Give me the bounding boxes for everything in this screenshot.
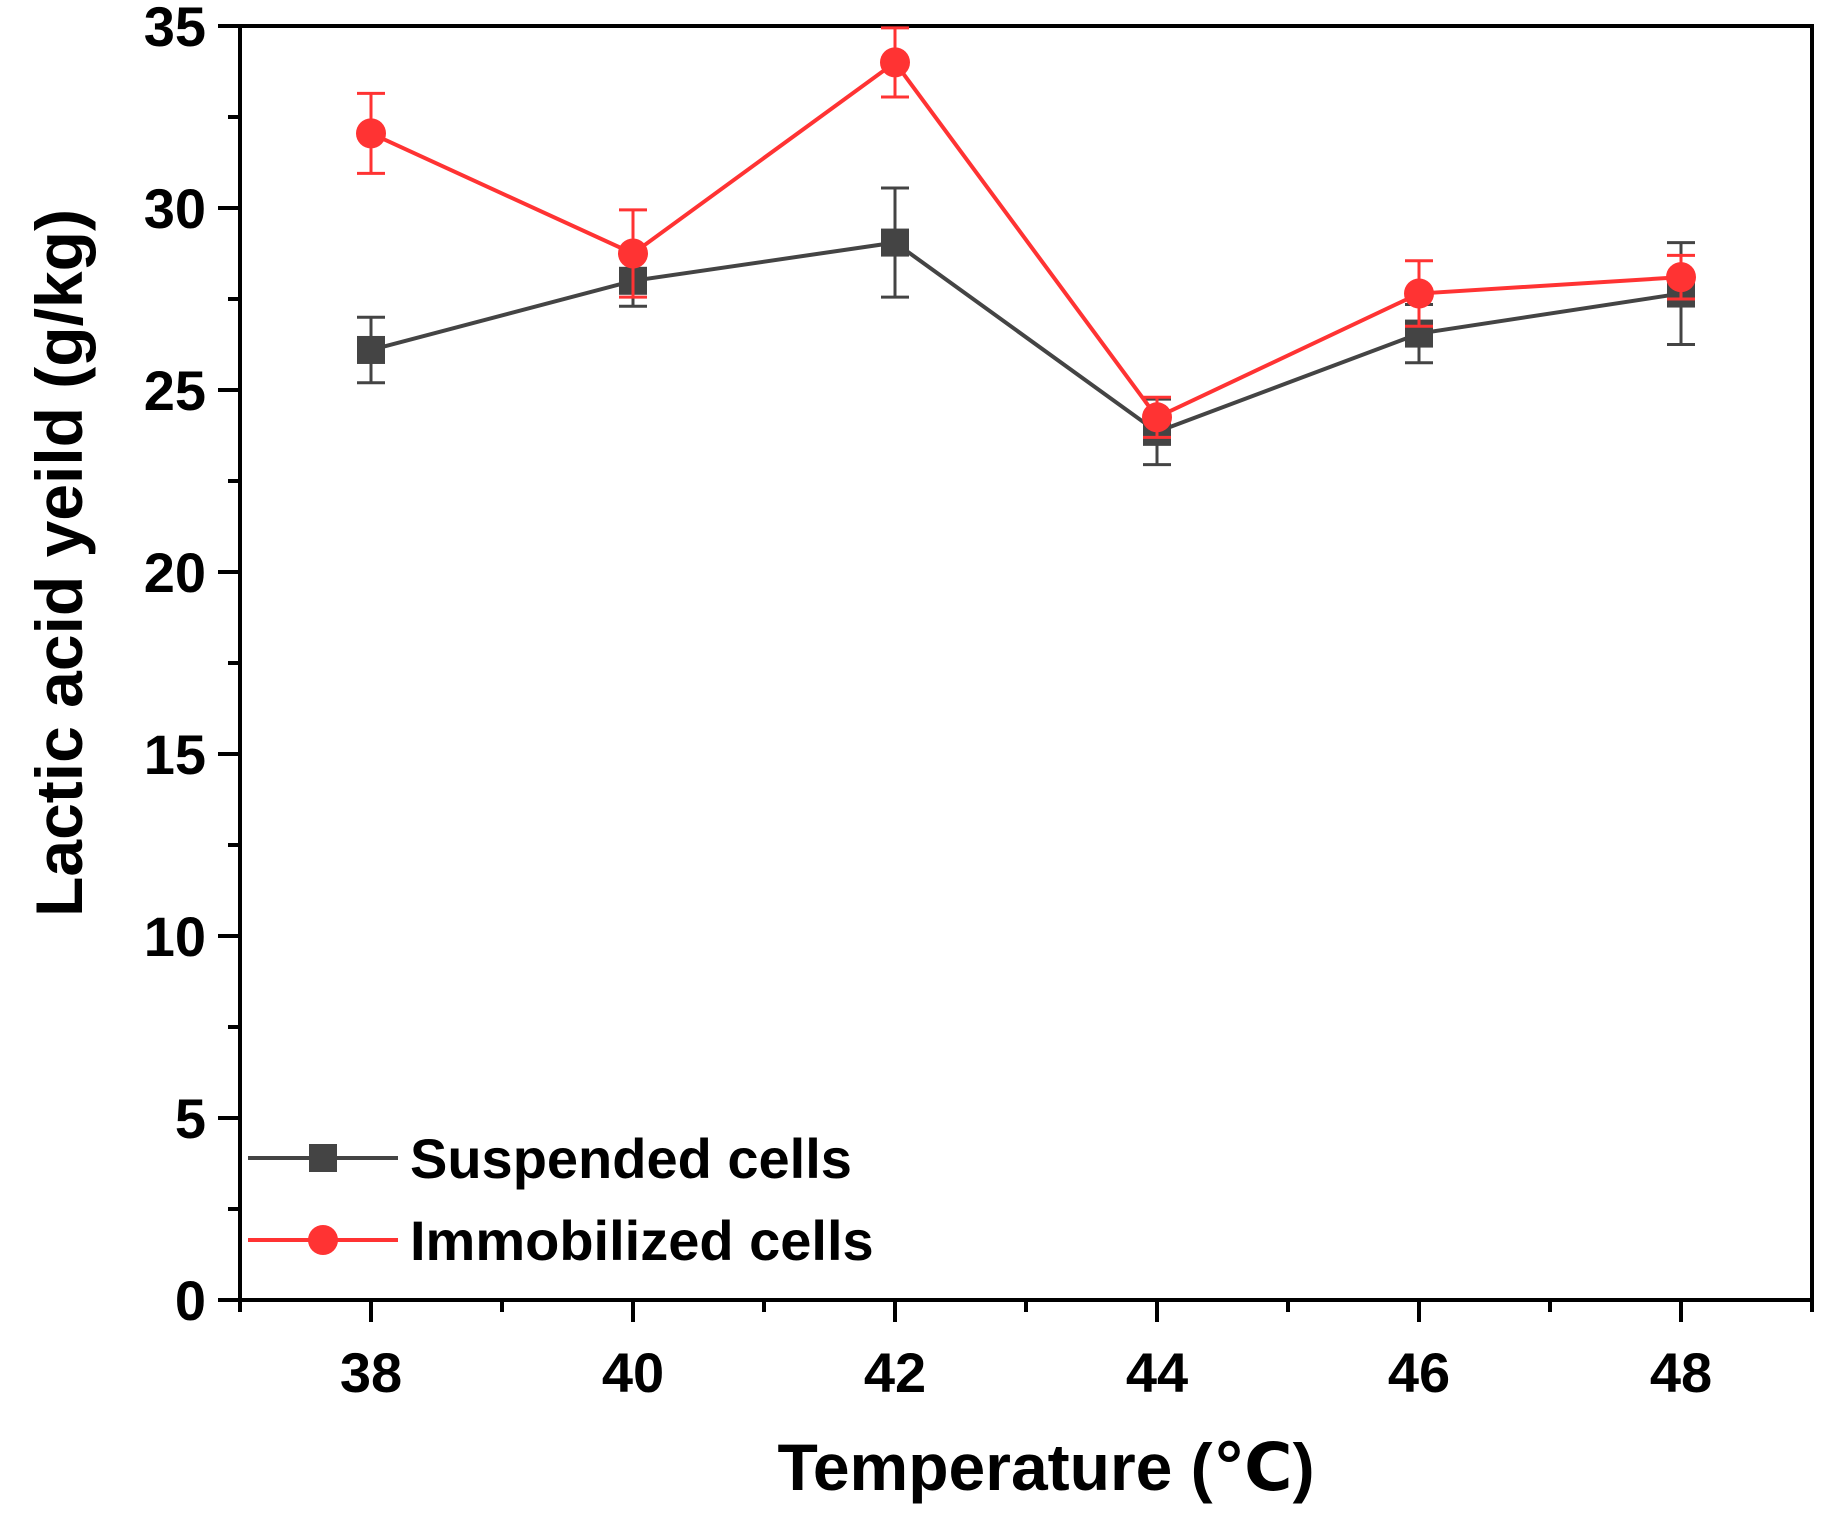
data-point	[357, 335, 385, 364]
series-layer	[356, 26, 1696, 467]
y-axis: 0 5 10 15 20 25 30 35	[144, 0, 240, 1332]
x-tick-label: 46	[1388, 1341, 1450, 1404]
data-point	[1666, 262, 1696, 293]
y-tick-label: 15	[144, 723, 206, 786]
data-point	[881, 228, 909, 257]
y-tick-label: 30	[144, 177, 206, 240]
y-tick-label: 5	[175, 1087, 206, 1150]
x-axis: 38 40 42 44 46 48	[238, 1300, 1814, 1404]
legend: Suspended cells Immobilized cells	[248, 1127, 874, 1272]
series-1	[357, 186, 1695, 467]
legend-label: Suspended cells	[410, 1127, 852, 1190]
x-tick-label: 40	[602, 1341, 664, 1404]
data-point	[1404, 278, 1434, 309]
x-tick-label: 44	[1126, 1341, 1188, 1404]
y-tick-label: 20	[144, 541, 206, 604]
x-axis-title: Temperature (℃)	[777, 1430, 1314, 1504]
series-line	[370, 59, 1682, 420]
y-tick-label: 10	[144, 905, 206, 968]
x-tick-label: 38	[340, 1341, 402, 1404]
y-axis-title: Lactic acid yeild (g/kg)	[22, 209, 96, 917]
legend-marker	[309, 1144, 337, 1172]
plot-frame	[238, 24, 1814, 1302]
data-point	[618, 238, 648, 269]
data-point	[1142, 402, 1172, 433]
y-tick-label: 35	[144, 0, 206, 58]
legend-label: Immobilized cells	[410, 1209, 874, 1272]
x-tick-label: 48	[1650, 1341, 1712, 1404]
series-line	[370, 240, 1682, 435]
legend-item: Suspended cells	[248, 1127, 852, 1190]
y-tick-label: 0	[175, 1269, 206, 1332]
series-2	[356, 26, 1696, 439]
data-point	[356, 118, 386, 149]
legend-marker	[308, 1225, 338, 1255]
x-tick-label: 42	[864, 1341, 926, 1404]
data-point	[880, 47, 910, 78]
legend-item: Immobilized cells	[248, 1209, 874, 1272]
y-tick-label: 25	[144, 359, 206, 422]
